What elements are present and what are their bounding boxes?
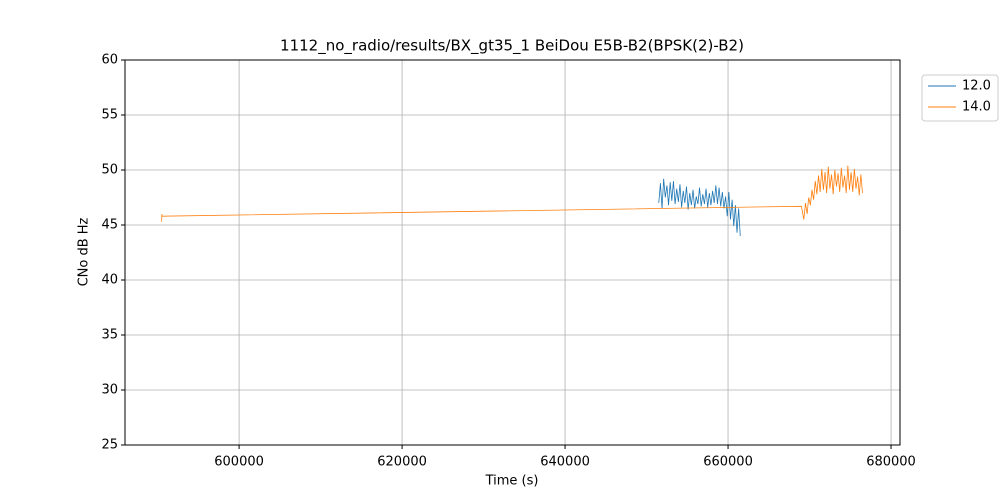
x-tick-label: 640000 [540, 455, 590, 470]
y-axis-label: CNo dB Hz [77, 217, 92, 286]
x-tick-label: 680000 [866, 455, 916, 470]
x-tick-label: 600000 [214, 455, 264, 470]
legend-label: 12.0 [962, 79, 991, 94]
y-tick-label: 35 [101, 328, 118, 343]
y-tick-label: 30 [101, 383, 118, 398]
x-tick-label: 660000 [703, 455, 753, 470]
axes-frame [124, 59, 901, 446]
x-axis-label: Time (s) [485, 474, 539, 489]
y-tick-label: 55 [101, 108, 118, 123]
y-tick-label: 45 [101, 218, 118, 233]
y-tick-label: 25 [101, 438, 118, 453]
chart-title: 1112_no_radio/results/BX_gt35_1 BeiDou E… [280, 37, 744, 56]
y-tick-label: 50 [101, 163, 118, 178]
legend-label: 14.0 [962, 100, 991, 115]
series-line [658, 178, 741, 237]
x-tick-label: 620000 [377, 455, 427, 470]
y-tick-label: 40 [101, 273, 118, 288]
y-tick-label: 60 [101, 53, 118, 68]
series-line [161, 165, 863, 222]
